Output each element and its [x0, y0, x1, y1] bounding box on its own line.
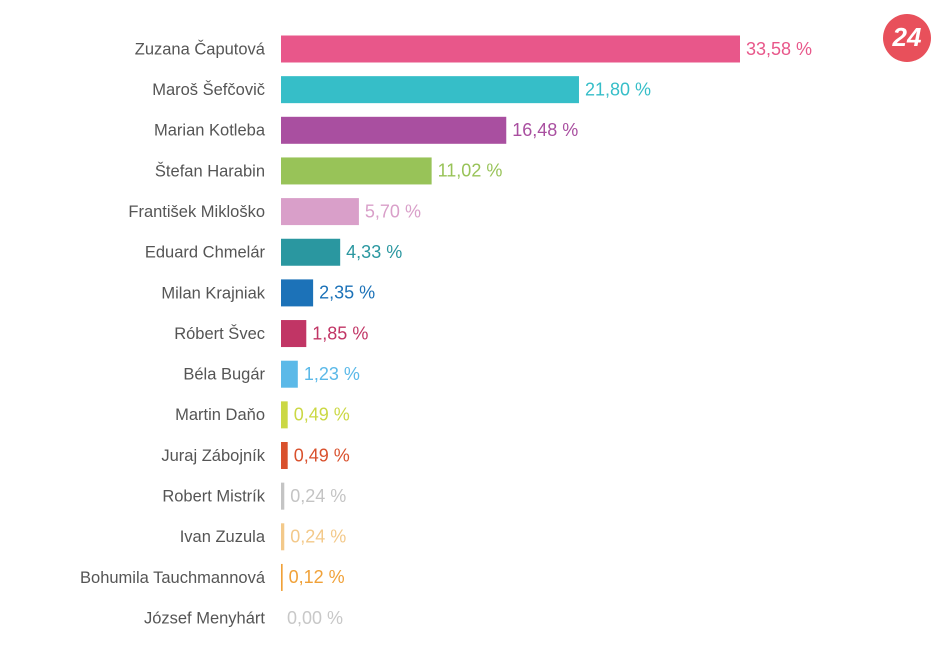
category-label: Béla Bugár — [183, 366, 265, 384]
bar — [281, 198, 359, 226]
bar — [281, 116, 507, 144]
value-label: 0,49 % — [294, 445, 350, 465]
bar — [281, 238, 341, 266]
value-label: 1,85 % — [312, 323, 368, 343]
category-label: Marian Kotleba — [154, 122, 266, 140]
bar — [281, 157, 432, 185]
value-label: 5,70 % — [365, 201, 421, 221]
bar — [281, 320, 307, 348]
bar — [281, 401, 288, 429]
category-label: Robert Mistrík — [162, 488, 265, 506]
bar — [281, 279, 314, 307]
category-label: František Mikloško — [128, 203, 265, 221]
logo-badge — [883, 14, 931, 62]
category-label: Róbert Švec — [174, 324, 265, 343]
bar — [281, 523, 285, 551]
category-label: Štefan Harabin — [155, 161, 265, 180]
value-label: 0,49 % — [294, 405, 350, 425]
bar — [281, 442, 288, 469]
value-label: 0,12 % — [289, 567, 345, 587]
category-label: Martin Daňo — [175, 406, 265, 424]
category-label: Maroš Šefčovič — [152, 80, 265, 99]
category-label: Bohumila Tauchmannová — [80, 569, 266, 587]
bar — [281, 563, 283, 591]
value-label: 21,80 % — [585, 79, 651, 99]
value-label: 1,23 % — [304, 364, 360, 384]
value-label: 33,58 % — [746, 39, 812, 59]
value-label: 0,24 % — [290, 527, 346, 547]
category-label: József Menyhárt — [144, 609, 265, 627]
category-label: Milan Krajniak — [161, 284, 265, 302]
category-label: Eduard Chmelár — [145, 244, 266, 262]
category-label: Ivan Zuzula — [180, 528, 266, 546]
category-label: Zuzana Čaputová — [135, 39, 266, 58]
bar — [281, 360, 298, 388]
value-label: 0,00 % — [287, 608, 343, 628]
value-label: 2,35 % — [319, 283, 375, 303]
bar — [281, 482, 285, 510]
value-label: 16,48 % — [512, 120, 578, 140]
logo: 24 — [892, 22, 922, 52]
category-label: Juraj Zábojník — [161, 447, 265, 465]
bar — [281, 76, 579, 104]
bar — [281, 35, 740, 63]
value-label: 11,02 % — [438, 161, 503, 181]
value-label: 4,33 % — [346, 242, 402, 262]
value-label: 0,24 % — [290, 486, 346, 506]
